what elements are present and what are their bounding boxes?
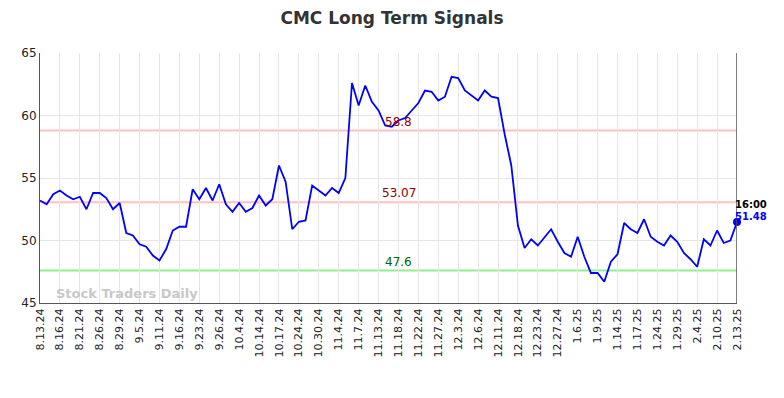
svg-text:1.9.25: 1.9.25 xyxy=(591,308,604,343)
svg-text:51.48: 51.48 xyxy=(735,211,767,222)
svg-text:10.24.24: 10.24.24 xyxy=(292,308,305,357)
svg-text:11.7.24: 11.7.24 xyxy=(352,308,365,350)
svg-text:8.29.24: 8.29.24 xyxy=(113,308,126,350)
svg-text:60: 60 xyxy=(21,109,36,123)
svg-text:2.4.25: 2.4.25 xyxy=(691,308,704,343)
svg-text:11.18.24: 11.18.24 xyxy=(392,308,405,357)
svg-text:Stock Traders Daily: Stock Traders Daily xyxy=(56,286,198,301)
svg-text:12.3.24: 12.3.24 xyxy=(452,308,465,350)
svg-text:1.14.25: 1.14.25 xyxy=(611,308,624,350)
svg-text:1.29.25: 1.29.25 xyxy=(671,308,684,350)
svg-text:45: 45 xyxy=(21,296,36,310)
svg-text:12.27.24: 12.27.24 xyxy=(551,308,564,357)
svg-text:10.17.24: 10.17.24 xyxy=(273,308,286,357)
svg-text:12.18.24: 12.18.24 xyxy=(512,308,525,357)
svg-text:9.5.24: 9.5.24 xyxy=(133,308,146,343)
svg-text:8.16.24: 8.16.24 xyxy=(53,308,66,350)
svg-text:12.23.24: 12.23.24 xyxy=(531,308,544,357)
svg-text:8.21.24: 8.21.24 xyxy=(73,308,86,350)
svg-text:10.14.24: 10.14.24 xyxy=(253,308,266,357)
svg-text:11.13.24: 11.13.24 xyxy=(372,308,385,357)
svg-text:1.6.25: 1.6.25 xyxy=(571,308,584,343)
svg-text:2.10.25: 2.10.25 xyxy=(711,308,724,350)
svg-text:9.26.24: 9.26.24 xyxy=(213,308,226,350)
svg-text:47.6: 47.6 xyxy=(385,255,412,269)
svg-text:50: 50 xyxy=(21,234,36,248)
svg-text:58.8: 58.8 xyxy=(385,115,412,129)
svg-text:10.4.24: 10.4.24 xyxy=(233,308,246,350)
svg-text:CMC Long Term Signals: CMC Long Term Signals xyxy=(280,8,503,28)
svg-text:10.30.24: 10.30.24 xyxy=(312,308,325,357)
svg-text:9.23.24: 9.23.24 xyxy=(193,308,206,350)
svg-text:55: 55 xyxy=(21,171,36,185)
svg-text:53.07: 53.07 xyxy=(382,186,416,200)
svg-text:11.27.24: 11.27.24 xyxy=(432,308,445,357)
svg-text:2.13.25: 2.13.25 xyxy=(731,308,744,350)
svg-text:16:00: 16:00 xyxy=(735,199,767,210)
svg-text:8.13.24: 8.13.24 xyxy=(34,308,47,350)
svg-text:9.16.24: 9.16.24 xyxy=(173,308,186,350)
svg-text:11.22.24: 11.22.24 xyxy=(412,308,425,357)
svg-text:11.4.24: 11.4.24 xyxy=(332,308,345,350)
svg-text:12.11.24: 12.11.24 xyxy=(492,308,505,357)
svg-text:9.11.24: 9.11.24 xyxy=(153,308,166,350)
svg-text:1.17.25: 1.17.25 xyxy=(631,308,644,350)
svg-text:8.26.24: 8.26.24 xyxy=(93,308,106,350)
svg-text:65: 65 xyxy=(21,46,36,60)
svg-text:12.6.24: 12.6.24 xyxy=(472,308,485,350)
svg-text:1.24.25: 1.24.25 xyxy=(651,308,664,350)
